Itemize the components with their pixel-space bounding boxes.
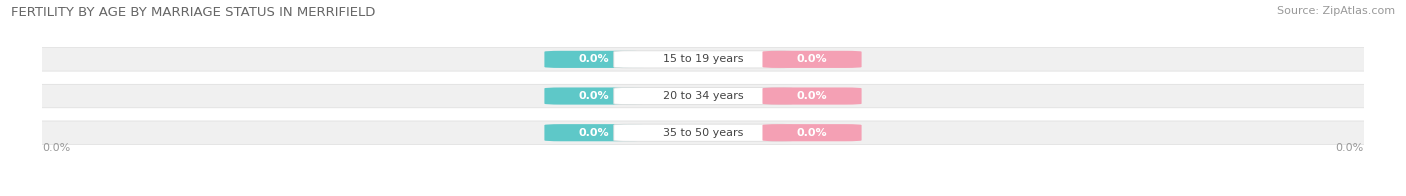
FancyBboxPatch shape — [762, 87, 862, 105]
Text: FERTILITY BY AGE BY MARRIAGE STATUS IN MERRIFIELD: FERTILITY BY AGE BY MARRIAGE STATUS IN M… — [11, 6, 375, 19]
FancyBboxPatch shape — [614, 87, 792, 105]
Text: 0.0%: 0.0% — [797, 91, 827, 101]
Text: 35 to 50 years: 35 to 50 years — [662, 128, 744, 138]
FancyBboxPatch shape — [762, 124, 862, 141]
Text: 0.0%: 0.0% — [797, 128, 827, 138]
FancyBboxPatch shape — [544, 124, 644, 141]
Text: 0.0%: 0.0% — [1336, 142, 1364, 152]
FancyBboxPatch shape — [22, 48, 1384, 71]
FancyBboxPatch shape — [614, 51, 792, 68]
Text: 0.0%: 0.0% — [579, 128, 609, 138]
FancyBboxPatch shape — [22, 84, 1384, 108]
Text: 15 to 19 years: 15 to 19 years — [662, 54, 744, 64]
FancyBboxPatch shape — [544, 51, 644, 68]
Text: 0.0%: 0.0% — [797, 54, 827, 64]
Text: Source: ZipAtlas.com: Source: ZipAtlas.com — [1277, 6, 1395, 16]
Text: 20 to 34 years: 20 to 34 years — [662, 91, 744, 101]
FancyBboxPatch shape — [614, 124, 792, 141]
Text: 0.0%: 0.0% — [579, 54, 609, 64]
Text: 0.0%: 0.0% — [42, 142, 70, 152]
Text: 0.0%: 0.0% — [579, 91, 609, 101]
FancyBboxPatch shape — [544, 87, 644, 105]
FancyBboxPatch shape — [762, 51, 862, 68]
FancyBboxPatch shape — [22, 121, 1384, 144]
